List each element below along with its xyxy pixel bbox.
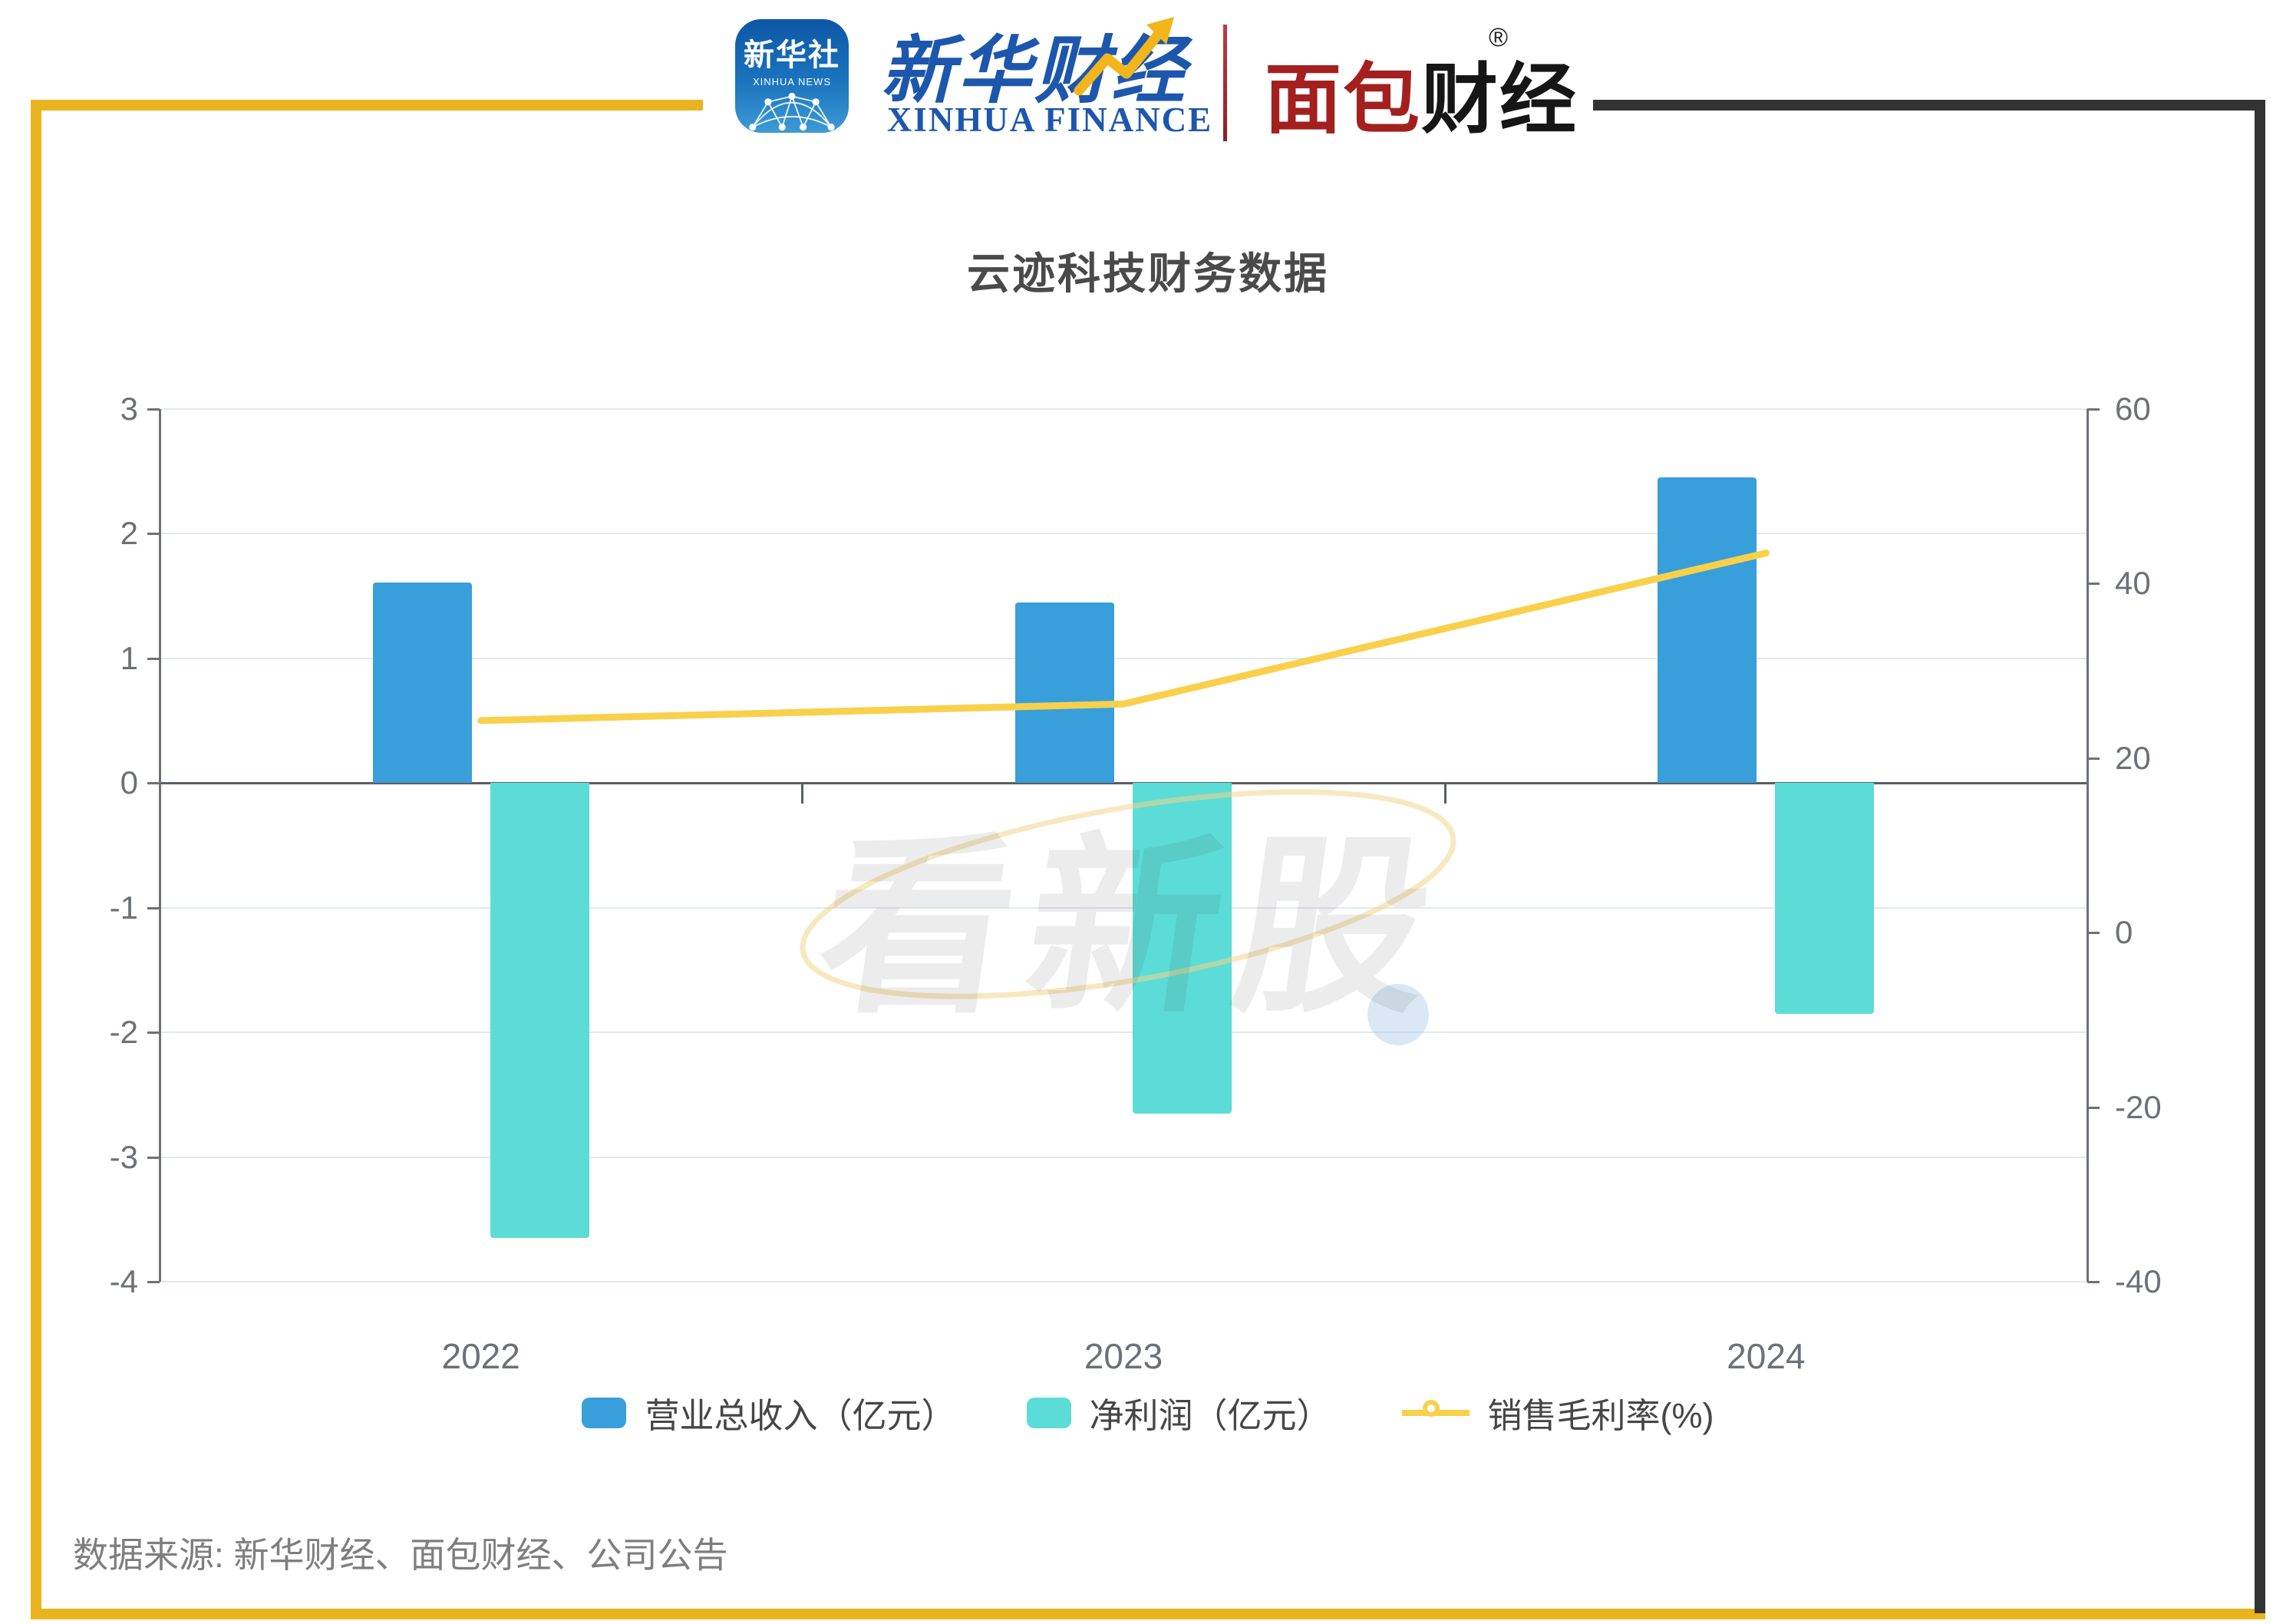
revenue-bar-2024[interactable] [1658,477,1757,784]
legend-item-gross-margin[interactable]: 销售毛利率(%) [1401,1388,1714,1438]
right-axis-tick [2087,583,2100,586]
gross-margin-line-marker-icon [1401,1398,1470,1428]
mianbao-finance-logo: 面包财经 [1265,37,1578,143]
xinhua-news-logo-text: 新华社 [744,38,840,72]
frame-left [31,100,41,1619]
left-axis-tick [147,1156,160,1159]
grid-line [160,408,2087,410]
legend-item-net-profit[interactable]: 净利润（亿元） [1026,1388,1331,1438]
left-axis-label: 1 [120,639,138,676]
rising-arrow-icon [1074,17,1174,96]
grid-line [160,1032,2087,1034]
left-axis-label: 2 [120,515,138,552]
left-axis-tick [147,1032,160,1035]
network-globe-icon [749,92,835,131]
right-axis-tick [2087,757,2100,760]
mianbao-logo-part1: 面包 [1265,57,1421,143]
xinhua-news-logo-subtext: XINHUA NEWS [752,76,831,87]
source-note: 数据来源: 新华财经、面包财经、公司公告 [73,1535,728,1575]
left-axis-tick [147,533,160,536]
x-axis-zero-line [160,782,2087,785]
legend-label-net-profit: 净利润（亿元） [1089,1396,1331,1435]
right-axis-line [2087,409,2089,1282]
grid-line [160,657,2087,659]
x-axis-category-label: 2023 [1084,1336,1163,1376]
right-axis-label: 40 [2115,565,2151,602]
net-profit-swatch-icon [1026,1397,1071,1428]
registered-trademark-icon: ® [1489,23,1509,52]
right-axis-tick [2087,1281,2100,1283]
x-axis-category-label: 2022 [441,1336,520,1376]
grid-line [160,533,2087,535]
left-axis-label: -4 [109,1263,138,1299]
frame-bottom [31,1609,2265,1619]
left-axis-label: -3 [109,1138,138,1175]
left-axis-label: 0 [120,764,138,801]
left-axis-tick [147,408,160,411]
right-axis-label: 20 [2115,739,2151,776]
legend-item-revenue[interactable]: 营业总收入（亿元） [582,1388,956,1438]
net-profit-bar-2024[interactable] [1775,783,1875,1014]
grid-line [160,1281,2087,1282]
left-axis-label: -1 [109,889,138,926]
mianbao-logo-part2: 财经 [1421,57,1578,143]
net-profit-bar-2022[interactable] [490,783,589,1239]
frame-top-right-segment [1593,100,2265,111]
right-axis-label: -40 [2115,1263,2162,1299]
legend-label-gross-margin: 销售毛利率(%) [1487,1396,1714,1435]
left-axis-tick [147,782,160,785]
xinhua-news-logo: 新华社 XINHUA NEWS [735,19,849,133]
revenue-swatch-icon [582,1397,627,1428]
left-axis-label: 3 [120,391,138,427]
left-axis-line [159,409,161,1282]
left-axis-tick [147,657,160,660]
revenue-bar-2022[interactable] [372,582,472,784]
right-axis-label: 60 [2115,391,2151,427]
left-axis-tick [147,906,160,909]
right-axis-label: 0 [2115,914,2133,951]
header-divider [1223,25,1227,141]
grid-line [160,1156,2087,1158]
right-axis-tick [2087,408,2100,411]
right-axis-label: -20 [2115,1088,2162,1125]
legend-label-revenue: 营业总收入（亿元） [645,1396,956,1435]
x-axis-category-label: 2024 [1727,1336,1806,1376]
left-axis-tick [147,1281,160,1283]
revenue-bar-2023[interactable] [1015,602,1114,784]
xinhua-finance-logo-en: XINHUA FINANCE [886,101,1213,139]
legend: 营业总收入（亿元） 净利润（亿元） 销售毛利率(%) [0,1388,2296,1438]
left-axis-label: -2 [109,1014,138,1051]
frame-top-left-segment [31,100,703,111]
right-axis-tick [2087,1106,2100,1109]
chart-title: 云迹科技财务数据 [967,249,1329,298]
frame-right [2255,100,2265,1613]
right-axis-tick [2087,932,2100,935]
